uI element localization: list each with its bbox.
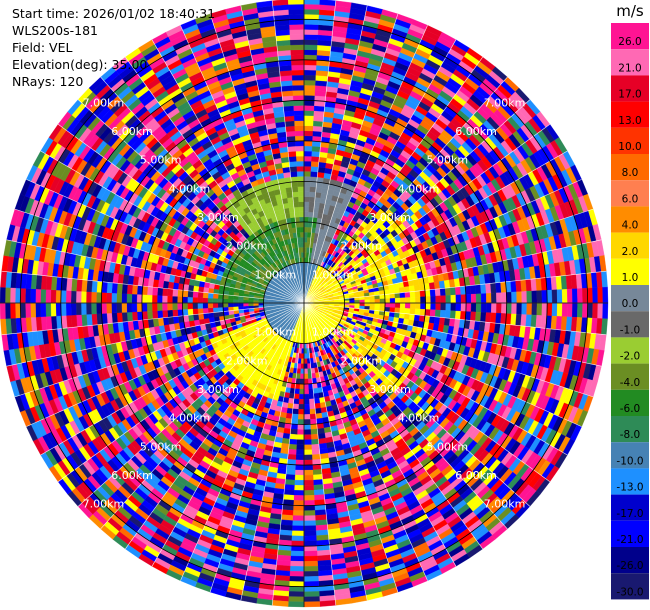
scan-info: Start time: 2026/01/02 18:40:31 WLS200s-… bbox=[12, 5, 215, 90]
colorbar-unit: m/s bbox=[616, 2, 644, 20]
colorbar-swatch bbox=[611, 23, 649, 50]
ring-label: 3.00km bbox=[197, 211, 239, 224]
colorbar-swatch bbox=[611, 416, 649, 443]
ring-label: 7.00km bbox=[484, 498, 526, 511]
field-label: Field: VEL bbox=[12, 40, 73, 55]
ring-label: 2.00km bbox=[341, 240, 383, 253]
ring-label: 1.00km bbox=[312, 268, 354, 281]
colorbar-tick-label: -4.0 bbox=[620, 377, 641, 389]
colorbar-swatch bbox=[611, 547, 649, 574]
colorbar-tick-label: -17.0 bbox=[616, 508, 643, 520]
colorbar-swatch bbox=[611, 258, 649, 285]
ring-label: 5.00km bbox=[140, 440, 182, 453]
ring-label: 4.00km bbox=[398, 182, 440, 195]
ring-label: 1.00km bbox=[312, 326, 354, 339]
colorbar-tick-label: -1.0 bbox=[620, 324, 641, 336]
colorbar-tick-label: 4.0 bbox=[622, 220, 639, 232]
colorbar-tick-label: 6.0 bbox=[622, 193, 639, 205]
colorbar-tick-label: -26.0 bbox=[616, 560, 643, 572]
colorbar-tick-label: 8.0 bbox=[622, 167, 639, 179]
ring-label: 4.00km bbox=[169, 182, 211, 195]
ring-label: 1.00km bbox=[255, 326, 297, 339]
elevation-label: Elevation(deg): 35.00 bbox=[12, 57, 148, 72]
colorbar-tick-label: 0.0 bbox=[622, 298, 639, 310]
ring-label: 3.00km bbox=[197, 383, 239, 396]
colorbar-swatch bbox=[611, 311, 649, 338]
colorbar-swatch bbox=[611, 232, 649, 259]
colorbar-tick-label: -6.0 bbox=[620, 403, 641, 415]
ring-label: 6.00km bbox=[111, 125, 153, 138]
colorbar-tick-label: -30.0 bbox=[616, 586, 643, 598]
ring-label: 2.00km bbox=[341, 354, 383, 367]
colorbar-tick-label: -2.0 bbox=[620, 351, 641, 363]
crosshair bbox=[0, 0, 608, 607]
colorbar-tick-label: 1.0 bbox=[622, 272, 639, 284]
colorbar-tick-label: -13.0 bbox=[616, 482, 643, 494]
colorbar-swatch bbox=[611, 468, 649, 495]
ring-label: 4.00km bbox=[398, 412, 440, 425]
colorbar-tick-label: 13.0 bbox=[618, 115, 641, 127]
colorbar-swatch bbox=[611, 442, 649, 469]
ring-label: 2.00km bbox=[226, 240, 268, 253]
ring-label: 3.00km bbox=[369, 211, 411, 224]
ring-label: 5.00km bbox=[427, 154, 469, 167]
colorbar-swatch bbox=[611, 494, 649, 521]
colorbar-tick-label: 10.0 bbox=[618, 141, 641, 153]
colorbar-tick-label: -8.0 bbox=[620, 429, 641, 441]
ring-label: 6.00km bbox=[455, 469, 497, 482]
colorbar-swatch bbox=[611, 573, 649, 600]
ring-labels: 1.00km 1.00km 1.00km 1.00km 2.00km 2.00km 2.00… bbox=[83, 96, 526, 510]
colorbar-tick-label: 17.0 bbox=[618, 89, 641, 101]
colorbar-swatch bbox=[611, 520, 649, 547]
colorbar-tick-label: -21.0 bbox=[616, 534, 643, 546]
instrument-label: WLS200s-181 bbox=[12, 23, 98, 38]
start-time-label: Start time: 2026/01/02 18:40:31 bbox=[12, 6, 216, 21]
colorbar-swatch bbox=[611, 75, 649, 102]
colorbar-swatch bbox=[611, 285, 649, 312]
colorbar-tick-label: 2.0 bbox=[622, 246, 639, 258]
colorbar-swatch bbox=[611, 154, 649, 181]
colorbar-tick-label: 26.0 bbox=[618, 36, 641, 48]
colorbar-swatch bbox=[611, 127, 649, 154]
ring-label: 3.00km bbox=[369, 383, 411, 396]
colorbar-swatch bbox=[611, 363, 649, 390]
ring-label: 5.00km bbox=[427, 440, 469, 453]
nrays-label: NRays: 120 bbox=[12, 74, 84, 89]
colorbar-swatch bbox=[611, 389, 649, 416]
ring-label: 1.00km bbox=[255, 268, 297, 281]
colorbar-swatch bbox=[611, 206, 649, 233]
ring-label: 5.00km bbox=[140, 154, 182, 167]
colorbar-swatch bbox=[611, 337, 649, 364]
ring-label: 7.00km bbox=[484, 96, 526, 109]
ring-label: 7.00km bbox=[83, 96, 125, 109]
colorbar-swatch bbox=[611, 49, 649, 76]
ring-label: 6.00km bbox=[455, 125, 497, 138]
ring-label: 6.00km bbox=[111, 469, 153, 482]
ring-label: 2.00km bbox=[226, 354, 268, 367]
colorbar-tick-label: 21.0 bbox=[618, 62, 641, 74]
ring-label: 4.00km bbox=[169, 412, 211, 425]
colorbar-swatch bbox=[611, 101, 649, 128]
ring-label: 7.00km bbox=[83, 498, 125, 511]
colorbar-swatch bbox=[611, 180, 649, 207]
colorbar-tick-label: -10.0 bbox=[616, 455, 643, 467]
ray-separators bbox=[0, 0, 608, 607]
